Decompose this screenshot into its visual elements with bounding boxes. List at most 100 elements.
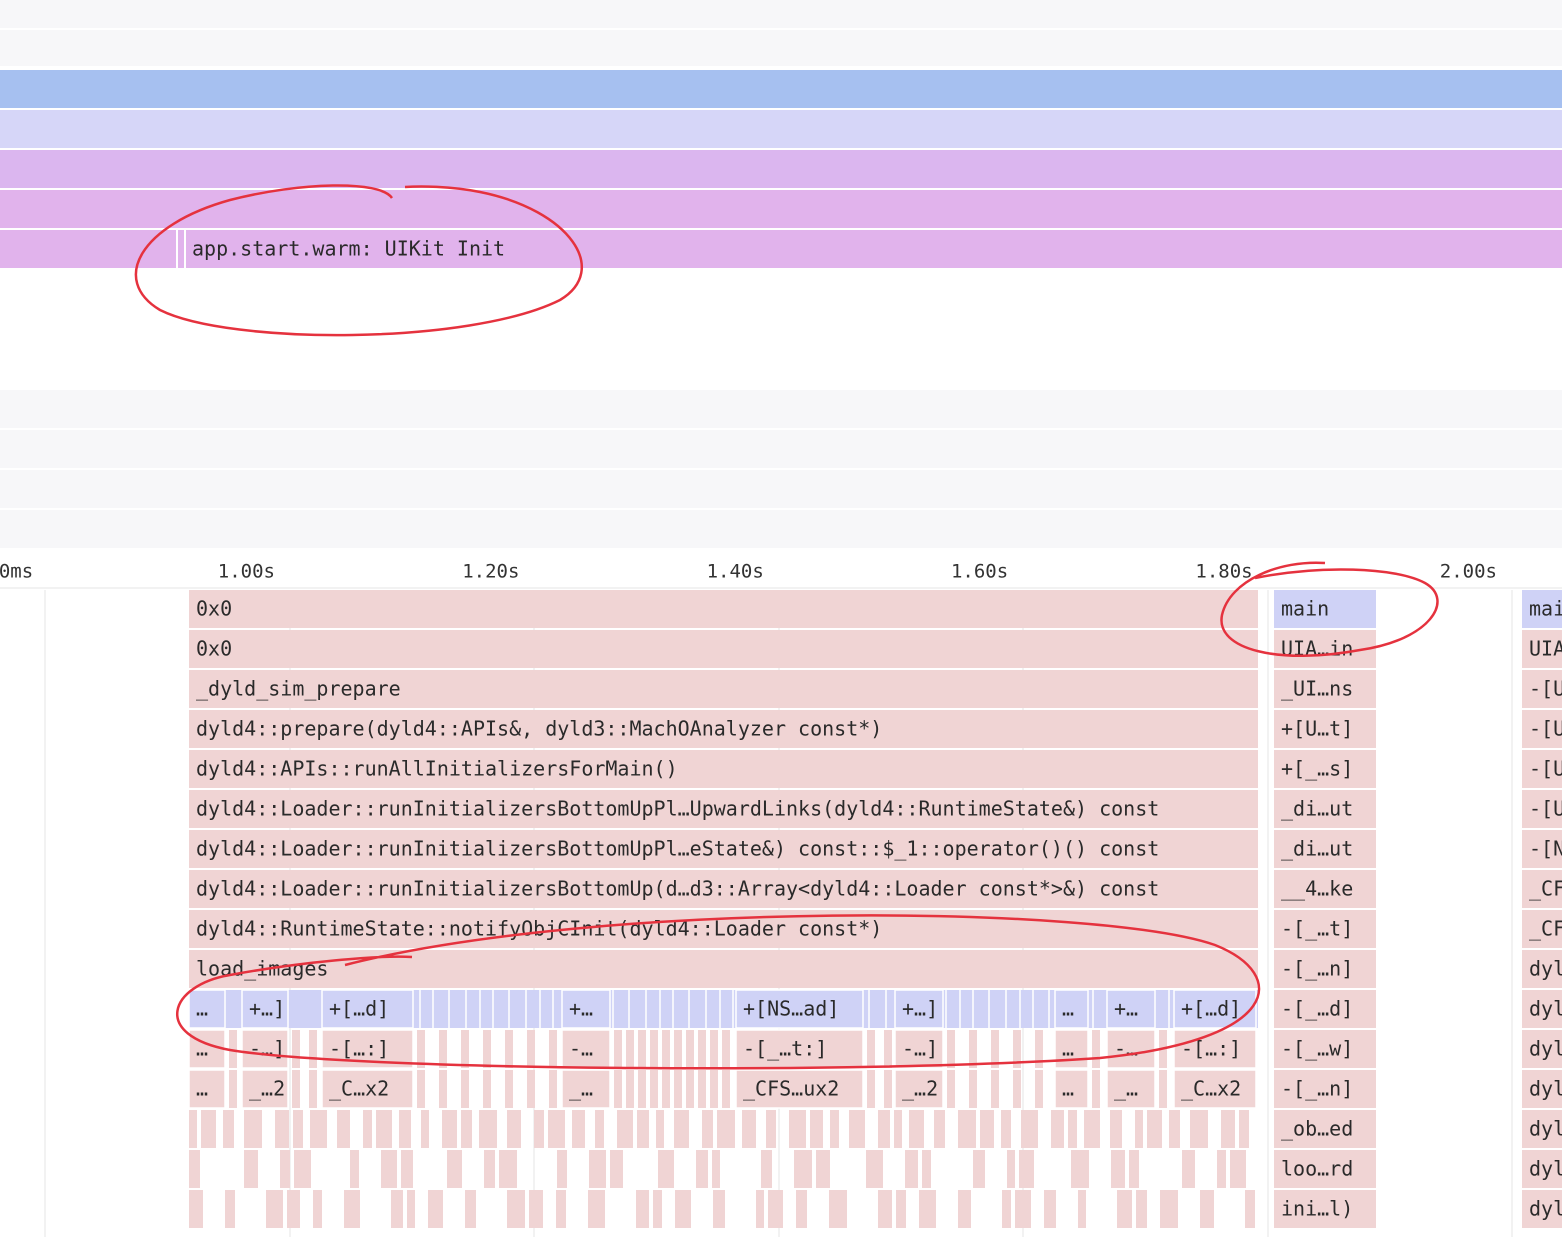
frame-sliver xyxy=(638,1030,646,1068)
frame xyxy=(1106,1029,1156,1069)
frame xyxy=(561,989,611,1029)
frame-sliver xyxy=(626,1070,634,1108)
frame-sliver xyxy=(292,1070,300,1108)
frame-sliver xyxy=(702,1110,713,1148)
frame-sliver xyxy=(1078,1190,1086,1228)
frame-sliver xyxy=(407,1190,415,1228)
frame xyxy=(1522,950,1562,988)
frame-label: dyld4::RuntimeState::notifyObjCInit(dyld… xyxy=(196,917,882,941)
frame-label: +[_…s] xyxy=(1281,757,1353,781)
frame-sliver xyxy=(363,1110,372,1148)
frame-sliver xyxy=(1110,1110,1122,1148)
frame-sliver xyxy=(796,1190,807,1228)
frame-sliver xyxy=(527,1030,535,1068)
frame-sliver xyxy=(1200,1190,1214,1228)
frame-label: +… xyxy=(569,997,593,1021)
lane xyxy=(0,470,1562,508)
frame-sliver xyxy=(1092,1070,1100,1108)
frame-sliver xyxy=(656,1110,664,1148)
frame-label: _CFS…ux2 xyxy=(743,1077,839,1101)
frame-label: -…] xyxy=(902,1037,938,1061)
frame-sliver xyxy=(505,1070,513,1108)
frame xyxy=(1054,1069,1089,1109)
frame-sliver xyxy=(225,1190,235,1228)
frame-sliver xyxy=(1071,1150,1089,1188)
frame-sliver xyxy=(766,1110,776,1148)
frame-sliver xyxy=(675,1190,691,1228)
frame-sliver xyxy=(768,1190,783,1228)
frame-sliver xyxy=(529,1190,543,1228)
frame-sliver xyxy=(1230,1150,1246,1188)
lane xyxy=(0,150,1562,188)
frame-sliver xyxy=(969,1070,977,1108)
frame xyxy=(1274,1150,1376,1188)
frame-label: -[…:] xyxy=(1181,1037,1241,1061)
frame-sliver xyxy=(1111,1150,1125,1188)
tick-label: 1.20s xyxy=(462,561,519,583)
frame-sliver xyxy=(280,1150,290,1188)
frame-sliver xyxy=(919,1190,936,1228)
lane xyxy=(0,510,1562,548)
frame-label: +…] xyxy=(902,997,938,1021)
frame-sliver xyxy=(189,1110,197,1148)
frame xyxy=(894,989,944,1029)
frame-label: -[_…n] xyxy=(1281,957,1353,981)
frame-sliver xyxy=(810,1110,823,1148)
frame-label: dyl xyxy=(1529,1197,1562,1221)
frame-sliver xyxy=(1084,1110,1100,1148)
frame xyxy=(1274,870,1376,908)
frame xyxy=(189,910,1258,948)
span-lane xyxy=(0,230,1562,268)
frame xyxy=(189,950,1258,988)
frame xyxy=(1522,1070,1562,1108)
frame-sliver xyxy=(244,1110,262,1148)
frame-sliver xyxy=(266,1190,283,1228)
frame-sliver xyxy=(884,1070,892,1108)
frame-sliver xyxy=(867,1070,875,1108)
frame-label: _C…x2 xyxy=(329,1077,389,1101)
frame-sliver xyxy=(484,1150,495,1188)
frame-sliver xyxy=(479,1110,497,1148)
frame-sliver xyxy=(376,1110,392,1148)
frame-sliver xyxy=(1160,1190,1178,1228)
frame-sliver xyxy=(549,1070,557,1108)
frame xyxy=(1522,990,1562,1028)
frame-sliver xyxy=(650,1030,658,1068)
frame-sliver xyxy=(922,1150,931,1188)
frame-sliver xyxy=(909,1110,924,1148)
frame-sliver xyxy=(1007,1150,1015,1188)
frame-sliver xyxy=(548,1110,565,1148)
frame-label: +[…d] xyxy=(1181,997,1241,1021)
frame-sliver xyxy=(572,1110,585,1148)
frame xyxy=(1274,910,1376,948)
lane xyxy=(0,30,1562,66)
annotation-circle xyxy=(1220,561,1439,657)
annotation-circle xyxy=(175,914,1261,1070)
frame xyxy=(189,790,1258,828)
frame-sliver xyxy=(447,1150,462,1188)
annotation-circle xyxy=(134,184,583,337)
frame xyxy=(1274,1190,1376,1228)
frame-sliver xyxy=(905,1150,918,1188)
frame xyxy=(1173,1029,1257,1069)
frame xyxy=(1274,830,1376,868)
frame xyxy=(1522,1190,1562,1228)
frame-label: __4…ke xyxy=(1281,877,1353,901)
frame xyxy=(735,989,864,1029)
flame-rows: 0x00x0_dyld_sim_preparedyld4::prepare(dy… xyxy=(44,590,1562,1237)
frame-sliver xyxy=(1182,1150,1195,1188)
frame xyxy=(1173,1069,1257,1109)
frame xyxy=(1522,590,1562,628)
frame xyxy=(1054,1029,1089,1069)
frame-label: -… xyxy=(569,1037,593,1061)
frame-label: -[N xyxy=(1529,837,1562,861)
frame xyxy=(241,989,289,1029)
frame xyxy=(735,1029,864,1069)
frame-sliver xyxy=(293,1110,303,1148)
frame xyxy=(1274,1110,1376,1148)
frame xyxy=(241,1069,289,1109)
frame xyxy=(188,1069,226,1109)
frame xyxy=(1274,790,1376,828)
frame-sliver xyxy=(313,1190,322,1228)
frame-sliver xyxy=(991,1030,999,1068)
